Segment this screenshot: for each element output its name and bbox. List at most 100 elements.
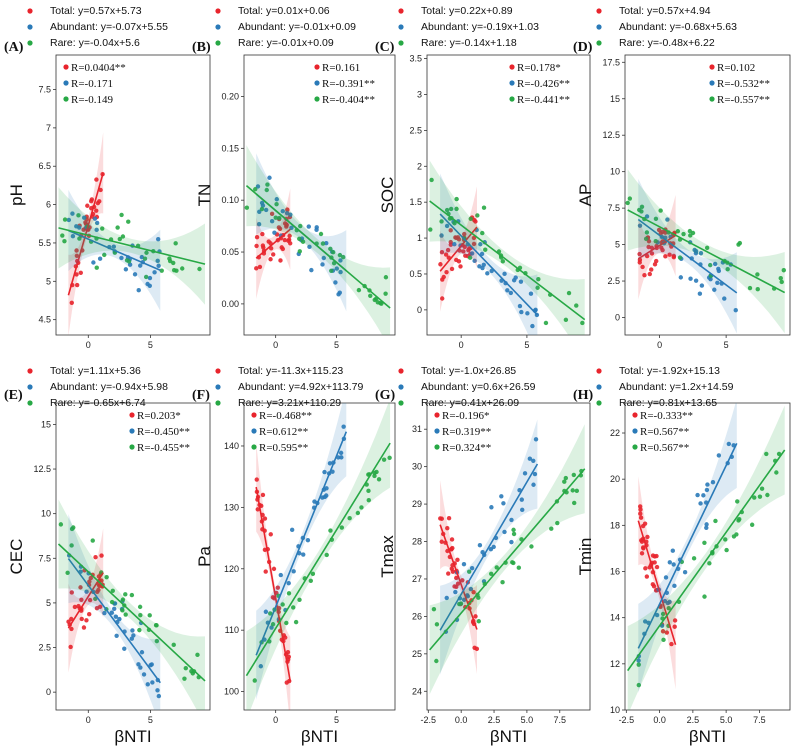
scatter-point-rare (90, 538, 95, 543)
scatter-point-rare (476, 595, 481, 600)
r-marker-abundant (129, 428, 135, 434)
scatter-point-total (448, 547, 454, 552)
scatter-point-abundant (518, 279, 524, 284)
scatter-point-total (663, 230, 668, 235)
scatter-point-abundant (306, 224, 311, 229)
scatter-point-rare (117, 236, 123, 242)
scatter-point-total (85, 203, 90, 208)
scatter-point-rare (764, 451, 769, 457)
scatter-point-abundant (269, 219, 275, 224)
scatter-point-total (642, 272, 647, 278)
scatter-point-abundant (533, 437, 539, 442)
r-value-abundant: R=-0.426** (517, 78, 570, 90)
scatter-point-rare (159, 268, 164, 273)
scatter-point-rare (328, 528, 333, 533)
legend-marker-total (398, 8, 404, 14)
scatter-point-total (444, 269, 449, 275)
scatter-point-rare (264, 187, 269, 193)
r-marker-rare (709, 96, 715, 102)
scatter-point-total (450, 569, 456, 574)
axes-frame (624, 54, 791, 336)
scatter-point-abundant (716, 266, 721, 271)
y-tick-label: 140 (224, 441, 239, 451)
scatter-point-abundant (531, 482, 536, 487)
scatter-point-rare (429, 177, 434, 183)
scatter-point-total (461, 249, 466, 254)
scatter-point-rare (708, 262, 713, 268)
y-tick-label: 25 (412, 649, 422, 659)
legend-marker-rare (27, 400, 33, 406)
scatter-point-abundant (531, 458, 536, 463)
scatter-point-total (287, 233, 292, 239)
scatter-point-abundant (84, 589, 89, 594)
scatter-point-total (446, 516, 452, 521)
axes-frame (624, 402, 791, 711)
y-tick-label: 27 (412, 574, 422, 584)
scatter-point-rare (755, 272, 760, 277)
scatter-point-rare (291, 605, 296, 610)
scatter-point-abundant (525, 311, 530, 316)
confidence-band-rare (429, 160, 585, 335)
scatter-point-abundant (70, 211, 75, 216)
scatter-point-total (275, 585, 281, 590)
scatter-point-rare (675, 229, 681, 234)
scatter-point-abundant (322, 469, 327, 475)
y-axis-label: Tmin (576, 538, 595, 576)
legend-marker-abundant (398, 24, 404, 30)
scatter-point-total (282, 635, 288, 640)
confidence-band-total (256, 442, 291, 710)
scatter-point-rare (759, 486, 765, 491)
scatter-point-abundant (114, 633, 119, 638)
legend-equation-abundant: Abundant: y=-0.94x+5.98 (50, 381, 168, 393)
scatter-point-abundant (704, 522, 709, 527)
scatter-point-rare (570, 488, 575, 493)
scatter-point-total (474, 646, 480, 652)
r-marker-total (434, 412, 440, 418)
scatter-point-abundant (309, 267, 314, 273)
y-tick-label: 5 (46, 276, 51, 286)
scatter-point-rare (468, 216, 473, 221)
scatter-point-rare (627, 196, 633, 201)
scatter-point-abundant (145, 682, 150, 687)
scatter-point-abundant (291, 569, 296, 574)
scatter-point-rare (180, 266, 185, 271)
legend-marker-total (27, 368, 33, 374)
scatter-point-rare (439, 219, 444, 224)
scatter-point-rare (454, 196, 459, 202)
x-tick-label: 5 (334, 715, 339, 725)
regression-line-abundant (439, 463, 539, 631)
scatter-point-rare (779, 279, 784, 285)
scatter-point-rare (755, 287, 760, 292)
scatter-point-total (263, 569, 268, 574)
scatter-point-total (439, 516, 445, 521)
scatter-point-total (254, 234, 260, 240)
scatter-point-abundant (138, 665, 143, 670)
scatter-point-abundant (636, 658, 641, 663)
x-tick-label: 7.5 (554, 715, 567, 725)
scatter-point-abundant (123, 267, 129, 272)
legend-marker-abundant (27, 384, 33, 390)
scatter-point-abundant (478, 242, 483, 247)
regression-line-total (439, 226, 478, 272)
scatter-point-abundant (327, 461, 333, 466)
scatter-point-abundant (339, 455, 344, 460)
scatter-point-rare (368, 293, 373, 298)
r-marker-total (709, 64, 715, 70)
scatter-point-abundant (520, 507, 525, 513)
scatter-point-abundant (479, 251, 485, 257)
scatter-point-rare (707, 561, 712, 566)
scatter-point-abundant (695, 492, 700, 498)
scatter-point-rare (500, 259, 506, 264)
scatter-point-rare (571, 472, 577, 478)
regression-line-rare (57, 543, 206, 682)
scatter-point-total (78, 585, 83, 590)
scatter-point-rare (277, 215, 282, 221)
scatter-point-abundant (530, 323, 535, 329)
legend-marker-total (215, 368, 221, 374)
scatter-point-total (271, 252, 276, 257)
scatter-point-abundant (112, 606, 117, 611)
scatter-point-abundant (682, 570, 688, 575)
scatter-point-rare (778, 275, 783, 281)
scatter-point-rare (387, 455, 392, 460)
scatter-point-rare (529, 544, 534, 549)
